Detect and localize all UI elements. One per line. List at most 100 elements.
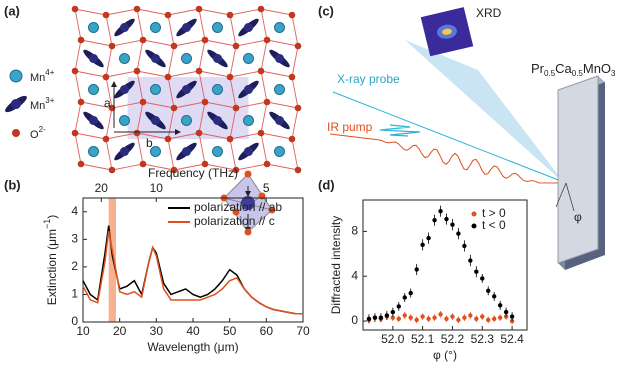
bond xyxy=(80,39,113,47)
bond xyxy=(266,39,299,47)
charge: 3+ xyxy=(45,96,54,105)
bond xyxy=(266,101,299,109)
bond xyxy=(229,138,237,171)
formula-part: Ca xyxy=(555,61,572,76)
o-ion xyxy=(170,42,178,50)
core xyxy=(151,116,160,125)
bond xyxy=(198,70,206,103)
bond xyxy=(260,8,268,41)
bond xyxy=(260,132,268,165)
o-ion xyxy=(294,104,302,112)
bond xyxy=(105,70,138,78)
bond xyxy=(229,107,237,140)
ion: Mn xyxy=(30,72,45,84)
o-ion xyxy=(195,129,203,137)
bond xyxy=(80,101,113,109)
bond xyxy=(136,8,144,41)
data-point xyxy=(474,269,479,274)
bond xyxy=(74,8,107,16)
o-ion xyxy=(288,73,296,81)
mn3-ion xyxy=(176,18,197,37)
data-point xyxy=(426,316,431,321)
bond xyxy=(167,138,175,171)
core xyxy=(120,23,129,32)
y-tick-label: 1 xyxy=(71,287,78,301)
bond xyxy=(74,132,107,140)
mn4-ion xyxy=(181,115,192,126)
bond xyxy=(111,101,144,109)
bond xyxy=(229,8,262,16)
x-axis-label: Wavelength (μm) xyxy=(147,340,238,354)
bond xyxy=(167,14,175,47)
bond xyxy=(229,45,237,78)
o-ion xyxy=(232,104,240,112)
bond xyxy=(167,70,200,78)
o-ion xyxy=(288,11,296,19)
bond xyxy=(204,39,237,47)
sample-label: Pr0.5Ca0.5MnO3 xyxy=(531,61,616,78)
core xyxy=(213,116,222,125)
x-axis-label: φ (°) xyxy=(433,348,457,362)
o-ion xyxy=(133,129,141,137)
bond xyxy=(260,39,268,72)
charge: 2- xyxy=(39,125,46,134)
bond xyxy=(167,107,175,140)
o-ion xyxy=(71,5,79,13)
data-point xyxy=(474,316,479,321)
mn3-ion xyxy=(145,111,166,130)
o-ion xyxy=(108,166,116,174)
core xyxy=(120,147,129,156)
bond xyxy=(105,76,113,109)
x2-tick-label: 10 xyxy=(150,181,164,195)
formula-part: Pr xyxy=(531,61,545,76)
data-point xyxy=(414,267,419,272)
x-tick-label: 52.2 xyxy=(441,332,465,346)
bond xyxy=(136,70,169,78)
bond xyxy=(74,70,107,78)
x2-tick-label: 5 xyxy=(263,181,270,195)
core xyxy=(182,23,191,32)
y-tick-label: 2 xyxy=(71,259,78,273)
o-ion xyxy=(201,160,209,168)
bond xyxy=(260,8,293,16)
panel-label: (b) xyxy=(4,177,21,192)
bond xyxy=(291,107,299,140)
o-ion xyxy=(71,129,79,137)
bond xyxy=(136,132,169,140)
o-ion xyxy=(226,135,234,143)
o-ion xyxy=(170,166,178,174)
y-axis-label: Diffracted intensity xyxy=(329,216,343,315)
legend-label: t < 0 xyxy=(482,218,506,232)
core xyxy=(244,147,253,156)
label-text: Diffracted intensity xyxy=(329,216,343,315)
core xyxy=(244,23,253,32)
data-point xyxy=(468,313,473,318)
o-ion xyxy=(170,104,178,112)
data-point xyxy=(497,303,503,308)
data-point xyxy=(378,315,384,320)
o-ion xyxy=(139,36,147,44)
bond xyxy=(136,39,144,72)
octahedron xyxy=(220,170,276,236)
data-point xyxy=(509,314,515,319)
o-ion xyxy=(257,5,265,13)
o-ion xyxy=(102,135,110,143)
bond xyxy=(260,101,268,134)
mn4-ion xyxy=(212,22,223,33)
x-tick-label: 50 xyxy=(223,324,237,338)
bond xyxy=(105,107,113,140)
bond xyxy=(167,45,175,78)
o-ion xyxy=(294,166,302,174)
data-point xyxy=(480,276,485,281)
bond xyxy=(80,163,113,171)
bond xyxy=(204,163,237,171)
data-point xyxy=(420,314,425,319)
bond xyxy=(235,163,268,171)
legend-label: O2- xyxy=(30,125,46,141)
xrd-detector xyxy=(420,7,474,57)
subscript: 0.5 xyxy=(544,69,556,78)
angle-lines xyxy=(555,182,575,212)
bond xyxy=(291,45,299,78)
x-tick-label: 52.1 xyxy=(411,332,435,346)
data-point xyxy=(486,288,491,293)
